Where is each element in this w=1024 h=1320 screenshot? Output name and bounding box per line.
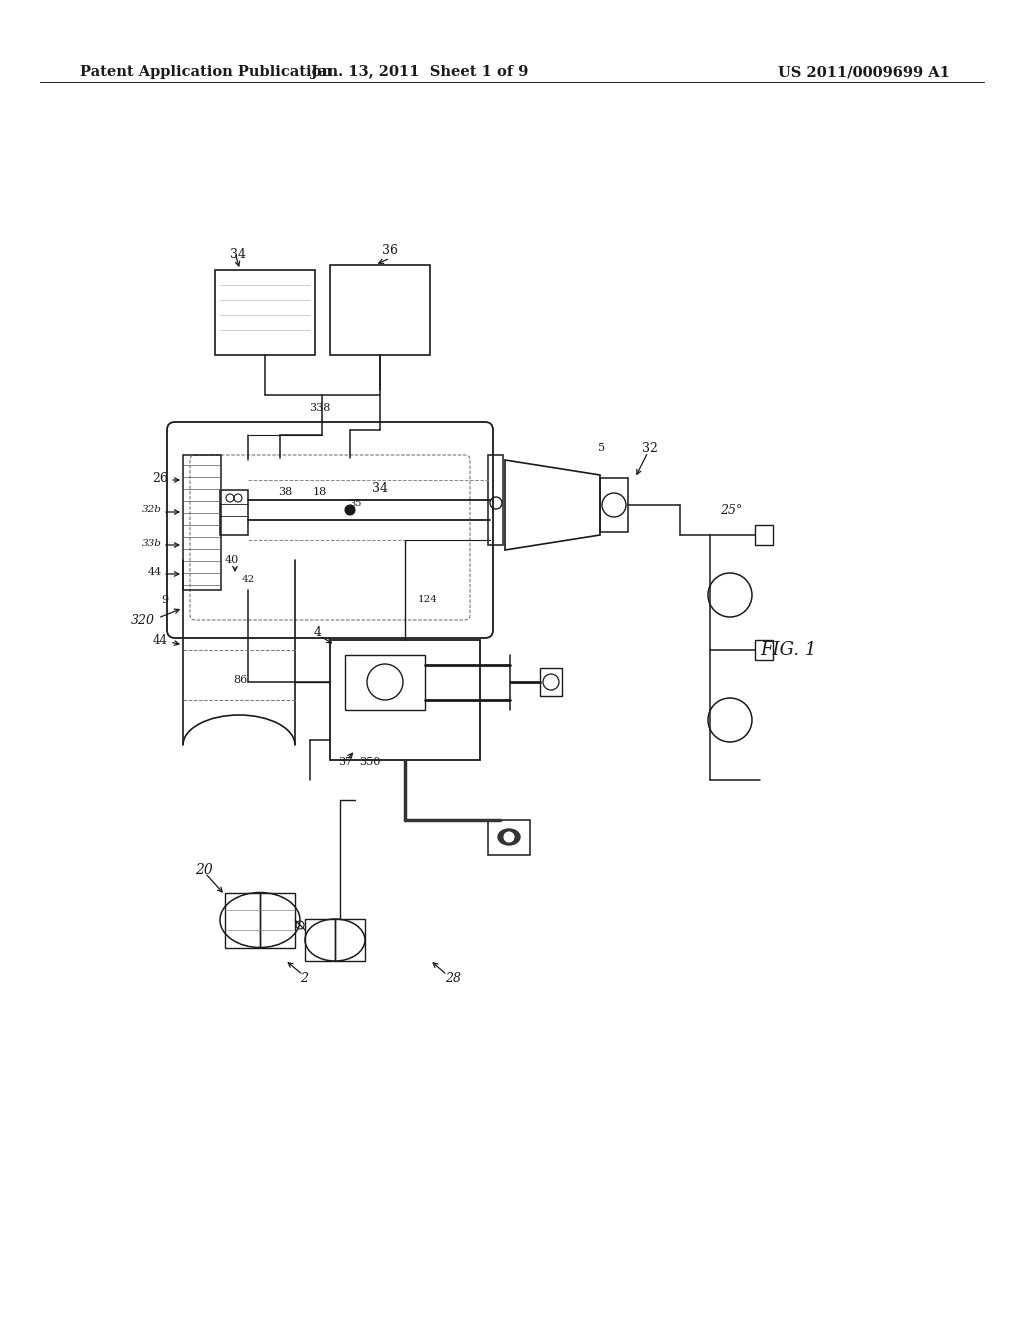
Text: 44: 44 <box>147 568 162 577</box>
Text: 40: 40 <box>225 554 240 565</box>
Bar <box>755 525 773 545</box>
Text: 26: 26 <box>153 471 168 484</box>
Text: Patent Application Publication: Patent Application Publication <box>80 65 332 79</box>
Bar <box>488 820 530 855</box>
Text: 350: 350 <box>359 756 381 767</box>
Bar <box>305 919 335 961</box>
Bar <box>335 919 365 961</box>
Text: 18: 18 <box>313 487 327 498</box>
Text: 33b: 33b <box>142 539 162 548</box>
Text: 9: 9 <box>161 595 168 605</box>
Text: 37: 37 <box>338 756 352 767</box>
Bar <box>488 455 503 545</box>
Text: 320: 320 <box>131 614 155 627</box>
Bar <box>225 894 260 948</box>
Circle shape <box>345 506 355 515</box>
Text: 86: 86 <box>232 675 247 685</box>
Bar <box>330 640 480 760</box>
Text: 2: 2 <box>300 972 308 985</box>
Text: 28: 28 <box>445 972 461 985</box>
Text: 36: 36 <box>382 243 398 256</box>
Bar <box>260 894 295 948</box>
Text: 338: 338 <box>309 403 331 413</box>
Bar <box>755 640 773 660</box>
Circle shape <box>504 832 514 842</box>
Text: 42: 42 <box>242 576 255 585</box>
Text: 5: 5 <box>598 444 605 453</box>
Text: 25°: 25° <box>720 503 742 516</box>
Text: 4: 4 <box>314 626 322 639</box>
Text: 44: 44 <box>153 634 168 647</box>
Text: Jan. 13, 2011  Sheet 1 of 9: Jan. 13, 2011 Sheet 1 of 9 <box>311 65 528 79</box>
Text: 34: 34 <box>230 248 246 261</box>
Text: 20: 20 <box>195 863 213 876</box>
Ellipse shape <box>498 829 520 845</box>
Text: 124: 124 <box>418 595 438 605</box>
Bar <box>330 265 430 355</box>
Bar <box>215 271 315 355</box>
Text: 32: 32 <box>642 441 658 454</box>
Text: 34: 34 <box>372 482 388 495</box>
Text: 35: 35 <box>349 499 361 507</box>
Text: US 2011/0009699 A1: US 2011/0009699 A1 <box>778 65 950 79</box>
Bar <box>220 490 248 535</box>
Bar <box>345 655 425 710</box>
Bar <box>183 455 221 590</box>
Text: 32b: 32b <box>142 506 162 515</box>
Bar <box>540 668 562 696</box>
Text: FIG. 1: FIG. 1 <box>760 642 816 659</box>
Bar <box>600 478 628 532</box>
Text: 38: 38 <box>278 487 292 498</box>
